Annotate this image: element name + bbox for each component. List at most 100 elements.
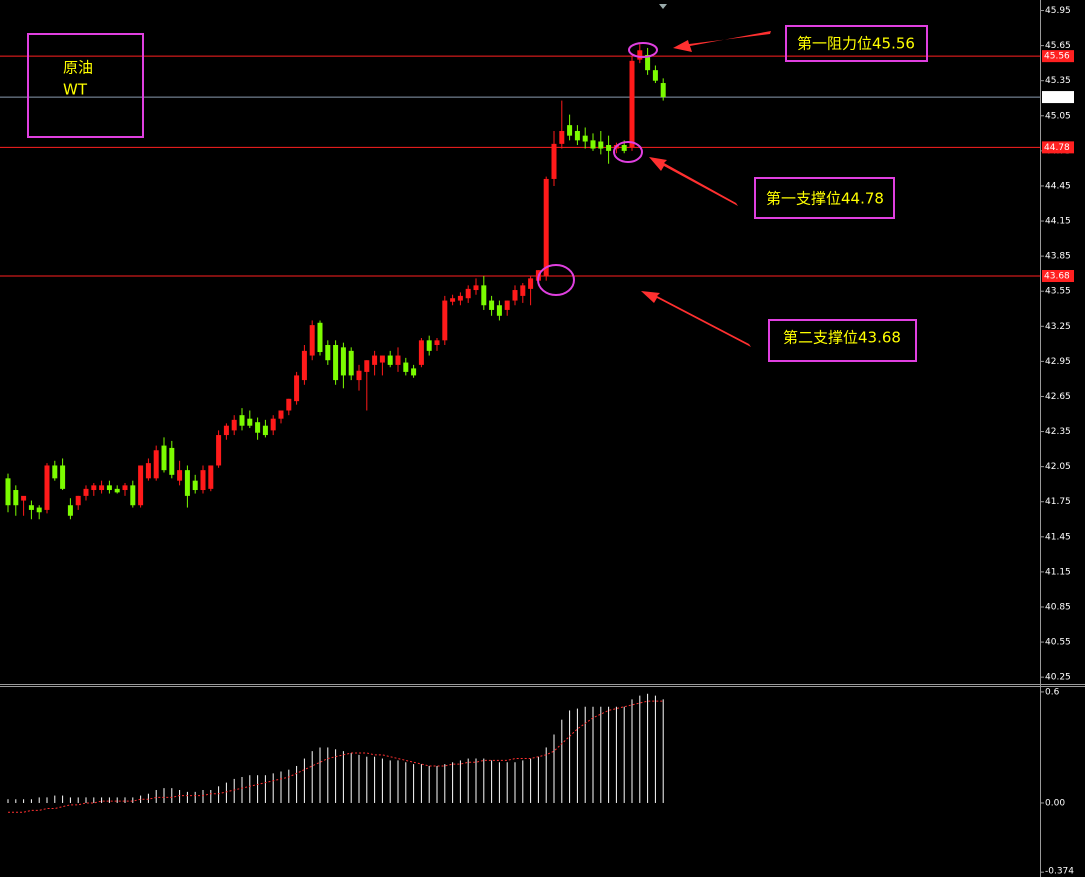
annotation: 第二支撑位43.68 — [783, 329, 901, 347]
candle-body — [247, 418, 253, 426]
candle-body — [138, 465, 144, 506]
y-tick-label: 45.35 — [1045, 76, 1071, 86]
signal-line — [8, 700, 664, 813]
candle-body — [504, 300, 510, 310]
candle-body — [348, 350, 354, 376]
candle-body — [83, 488, 89, 496]
candle-body — [496, 305, 502, 316]
candle-body — [208, 465, 214, 489]
label-box — [27, 33, 144, 138]
candle-body — [286, 398, 292, 411]
y-tick-label: 44.45 — [1045, 181, 1071, 191]
annotation: 第一阻力位45.56 — [797, 35, 915, 53]
candle-body — [231, 419, 237, 431]
candle-body — [590, 140, 596, 149]
candle-body — [465, 288, 471, 299]
candle-body — [99, 485, 105, 491]
candle-body — [200, 470, 206, 491]
y-tick-label: -0.374 — [1045, 867, 1074, 877]
candle-body — [489, 300, 495, 310]
y-tick-label: 45.65 — [1045, 41, 1071, 51]
candle-body — [481, 285, 487, 306]
indicator-pane: 0.6 0.00 -0.374 — [7, 687, 1074, 877]
candle-body — [629, 60, 635, 148]
candle-body — [270, 418, 276, 431]
y-tick-label: 41.15 — [1045, 567, 1071, 577]
candle-body — [262, 425, 268, 436]
candle-body — [130, 485, 136, 506]
candle-body — [255, 422, 261, 433]
candle-body — [645, 54, 651, 71]
candle-body — [457, 295, 463, 301]
candle-body — [652, 70, 658, 81]
candle-body — [543, 178, 549, 277]
candle-body — [582, 135, 588, 142]
level-label: 43.68 — [1044, 272, 1070, 282]
arrow — [649, 157, 738, 206]
y-tick-label: 41.75 — [1045, 497, 1071, 507]
candle-body — [28, 505, 34, 510]
candle-body — [67, 505, 73, 516]
y-tick-label: 43.55 — [1045, 287, 1071, 297]
candle-body — [36, 507, 42, 513]
candle-body — [13, 490, 19, 506]
candle-body — [91, 485, 97, 491]
candle-body — [161, 445, 167, 471]
scroll-marker — [659, 4, 667, 9]
candle-body — [309, 325, 315, 356]
candle-body — [606, 145, 612, 151]
candle-body — [333, 345, 339, 381]
annotations: 原油 WT 第一阻力位45.56 第一支撑位44.78 第二支撑位43.68 — [27, 25, 928, 362]
y-tick-label: 45.95 — [1045, 6, 1071, 16]
candle-body — [184, 470, 190, 496]
candle-body — [301, 350, 307, 381]
candle-body — [145, 463, 151, 479]
candle-body — [395, 355, 401, 365]
candle-body — [567, 125, 573, 136]
level-tag — [1042, 141, 1074, 154]
candle-body — [317, 322, 323, 353]
candle-body — [379, 355, 385, 363]
candle-body — [450, 298, 456, 302]
highlight-ellipse — [613, 141, 643, 163]
instrument-code: WT — [63, 81, 88, 99]
candle-body — [411, 368, 417, 376]
candle-body — [60, 465, 66, 489]
candle-body — [551, 143, 557, 179]
y-tick-label: 40.85 — [1045, 602, 1071, 612]
price-pane: 45.9545.6545.3545.0544.7544.4544.1543.85… — [0, 6, 1074, 683]
candle-body — [52, 465, 58, 479]
candle-body — [364, 360, 370, 372]
candle-body — [21, 495, 27, 501]
y-tick-label: 41.45 — [1045, 532, 1071, 542]
highlight-ellipse — [537, 264, 575, 296]
candle-body — [114, 488, 120, 493]
candle-body — [621, 145, 627, 151]
candle-body — [106, 485, 112, 491]
candle-body — [216, 435, 222, 466]
candle-body — [559, 130, 565, 144]
candle-body — [574, 130, 580, 141]
y-tick-label: 42.35 — [1045, 427, 1071, 437]
candle-body — [153, 450, 159, 479]
level-label: 44.78 — [1044, 143, 1070, 153]
candle-body — [372, 355, 378, 365]
y-tick-label: 40.25 — [1045, 673, 1071, 683]
candle-body — [403, 362, 409, 372]
candle-body — [177, 470, 183, 481]
candle-body — [442, 300, 448, 341]
level-tag — [1042, 50, 1074, 63]
candle-body — [340, 347, 346, 376]
candle-body — [169, 447, 175, 475]
candle-body — [75, 495, 81, 506]
y-tick-label: 42.65 — [1045, 392, 1071, 402]
candle-body — [5, 478, 11, 506]
level-label: 45.21 — [1044, 93, 1070, 103]
candle-body — [387, 355, 393, 365]
annotation: 第一支撑位44.78 — [766, 190, 884, 208]
y-tick-label: 0.00 — [1045, 798, 1065, 808]
candle-body — [223, 425, 229, 436]
level-tag — [1042, 270, 1074, 283]
candle-body — [356, 370, 362, 381]
